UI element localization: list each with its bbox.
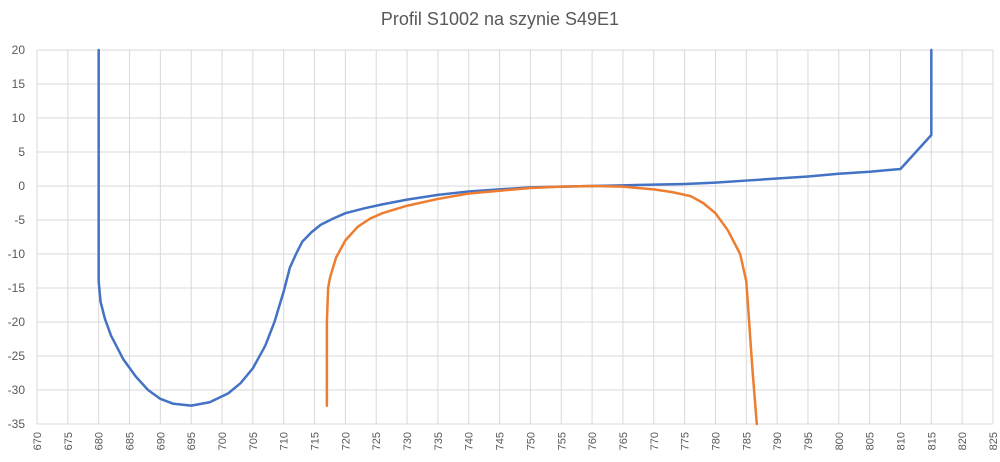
y-tick-label: -35 <box>8 417 26 431</box>
y-tick-label: 0 <box>18 179 25 193</box>
x-tick-label: 780 <box>710 432 722 450</box>
x-tick-label: 740 <box>464 432 476 450</box>
x-tick-label: 775 <box>680 432 692 450</box>
x-tick-label: 700 <box>217 432 229 450</box>
x-tick-label: 795 <box>803 432 815 450</box>
x-tick-label: 720 <box>340 432 352 450</box>
x-tick-label: 725 <box>371 432 383 450</box>
x-tick-label: 685 <box>125 432 137 450</box>
y-tick-label: -10 <box>8 247 26 261</box>
y-tick-label: 5 <box>18 145 25 159</box>
x-tick-label: 810 <box>895 432 907 450</box>
x-tick-label: 750 <box>525 432 537 450</box>
x-tick-label: 770 <box>649 432 661 450</box>
y-tick-label: -30 <box>8 383 26 397</box>
x-tick-label: 690 <box>155 432 167 450</box>
x-tick-label: 735 <box>433 432 445 450</box>
x-tick-label: 710 <box>279 432 291 450</box>
x-tick-label: 805 <box>865 432 877 450</box>
x-tick-label: 800 <box>834 432 846 450</box>
x-tick-label: 760 <box>587 432 599 450</box>
vertical-gridlines <box>36 50 994 424</box>
y-tick-label: 10 <box>12 111 26 125</box>
y-tick-label: 15 <box>12 77 26 91</box>
x-axis-tick-labels: 670 675 680 685 690 695 700 705 710 715 720 725 730 7… <box>32 432 1000 450</box>
chart-title: Profil S1002 na szynie S49E1 <box>380 9 620 29</box>
series-lines <box>97 48 933 426</box>
y-tick-label: -25 <box>8 349 26 363</box>
x-tick-label: 715 <box>310 432 322 450</box>
y-tick-label: -5 <box>14 213 25 227</box>
x-tick-label: 680 <box>94 432 106 450</box>
y-tick-label: 20 <box>12 43 26 57</box>
y-tick-label: -20 <box>8 315 26 329</box>
series-line-2 <box>325 184 759 426</box>
y-tick-label: -15 <box>8 281 26 295</box>
y-axis-tick-labels: 20 15 10 5 0 -5 -10 -15 -20 -25 -30 -35 <box>8 43 26 431</box>
x-tick-label: 670 <box>32 432 44 450</box>
x-tick-label: 790 <box>772 432 784 450</box>
x-tick-label: 765 <box>618 432 630 450</box>
x-tick-label: 705 <box>248 432 260 450</box>
x-tick-label: 695 <box>186 432 198 450</box>
x-tick-label: 745 <box>495 432 507 450</box>
series-line-1 <box>97 48 933 407</box>
x-tick-label: 675 <box>63 432 75 450</box>
x-tick-label: 815 <box>926 432 938 450</box>
x-tick-label: 820 <box>957 432 969 450</box>
x-tick-label: 825 <box>988 432 1000 450</box>
horizontal-gridlines <box>37 49 993 425</box>
x-tick-label: 755 <box>556 432 568 450</box>
x-tick-label: 785 <box>741 432 753 450</box>
x-tick-label: 730 <box>402 432 414 450</box>
